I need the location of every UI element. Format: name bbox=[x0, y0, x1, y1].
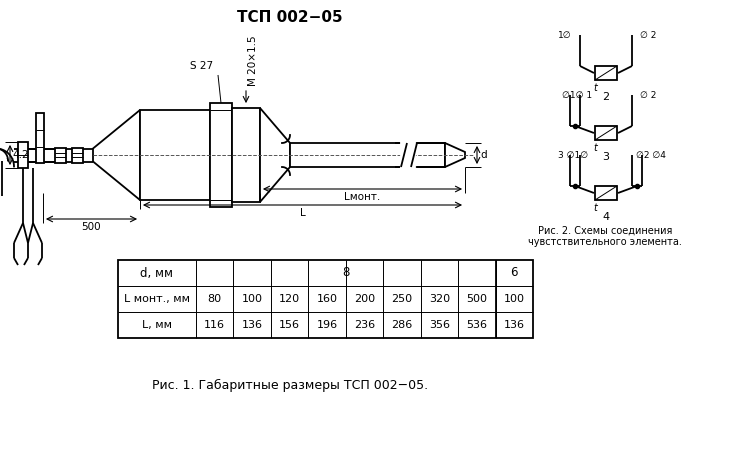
Text: 250: 250 bbox=[392, 294, 412, 304]
Polygon shape bbox=[595, 126, 617, 140]
Text: S 27: S 27 bbox=[190, 61, 213, 71]
Polygon shape bbox=[18, 142, 28, 168]
Polygon shape bbox=[140, 110, 210, 200]
Polygon shape bbox=[595, 66, 617, 80]
Text: 4: 4 bbox=[602, 212, 610, 222]
Text: ТСП 002−05: ТСП 002−05 bbox=[237, 10, 343, 25]
Text: 356: 356 bbox=[429, 320, 450, 330]
Text: Рис. 1. Габаритные размеры ТСП 002−05.: Рис. 1. Габаритные размеры ТСП 002−05. bbox=[152, 379, 428, 392]
Polygon shape bbox=[260, 108, 290, 202]
Text: 2: 2 bbox=[602, 92, 610, 102]
Text: 3 ∅1∅: 3 ∅1∅ bbox=[558, 150, 588, 159]
Text: L, мм: L, мм bbox=[142, 320, 172, 330]
Polygon shape bbox=[210, 103, 232, 207]
Polygon shape bbox=[595, 186, 617, 200]
Text: 196: 196 bbox=[316, 320, 338, 330]
Text: 100: 100 bbox=[242, 294, 262, 304]
Text: 136: 136 bbox=[242, 320, 262, 330]
Polygon shape bbox=[445, 143, 465, 167]
Text: Рис. 2. Схемы соединения: Рис. 2. Схемы соединения bbox=[538, 226, 672, 236]
Text: 4.2: 4.2 bbox=[12, 150, 28, 160]
Text: M 20×1.5: M 20×1.5 bbox=[248, 36, 258, 86]
Text: 500: 500 bbox=[82, 222, 101, 232]
Text: 8: 8 bbox=[342, 266, 350, 279]
Text: 200: 200 bbox=[354, 294, 375, 304]
Text: 6: 6 bbox=[511, 266, 518, 279]
Text: чувстствительного элемента.: чувстствительного элемента. bbox=[528, 237, 682, 247]
Text: Lмонт.: Lмонт. bbox=[344, 192, 380, 202]
Polygon shape bbox=[118, 260, 533, 338]
Polygon shape bbox=[93, 110, 140, 200]
Polygon shape bbox=[232, 108, 260, 202]
Text: L монт., мм: L монт., мм bbox=[124, 294, 190, 304]
Text: 80: 80 bbox=[208, 294, 222, 304]
Text: t: t bbox=[593, 83, 597, 93]
Text: ∅1∅ 1: ∅1∅ 1 bbox=[562, 90, 592, 99]
Text: 320: 320 bbox=[429, 294, 450, 304]
Text: 286: 286 bbox=[392, 320, 412, 330]
Text: 500: 500 bbox=[466, 294, 488, 304]
Text: 116: 116 bbox=[204, 320, 225, 330]
Text: ∅2 ∅4: ∅2 ∅4 bbox=[636, 150, 666, 159]
Text: t: t bbox=[593, 203, 597, 213]
Text: 236: 236 bbox=[354, 320, 375, 330]
Polygon shape bbox=[55, 148, 66, 162]
Text: L: L bbox=[299, 208, 305, 218]
Text: 100: 100 bbox=[504, 294, 525, 304]
Text: ∅ 2: ∅ 2 bbox=[640, 90, 656, 99]
Text: ∅ 2: ∅ 2 bbox=[640, 31, 656, 40]
Text: t: t bbox=[593, 143, 597, 153]
Polygon shape bbox=[401, 142, 415, 168]
Text: 3: 3 bbox=[602, 152, 610, 162]
Text: 1∅: 1∅ bbox=[558, 31, 572, 40]
Text: 156: 156 bbox=[279, 320, 300, 330]
Text: 160: 160 bbox=[316, 294, 338, 304]
Text: d, мм: d, мм bbox=[140, 266, 173, 279]
Text: d: d bbox=[480, 150, 487, 160]
Polygon shape bbox=[72, 148, 83, 162]
Text: 136: 136 bbox=[504, 320, 525, 330]
Text: 120: 120 bbox=[279, 294, 300, 304]
Text: 536: 536 bbox=[466, 320, 488, 330]
Polygon shape bbox=[290, 143, 445, 167]
Polygon shape bbox=[36, 113, 44, 163]
